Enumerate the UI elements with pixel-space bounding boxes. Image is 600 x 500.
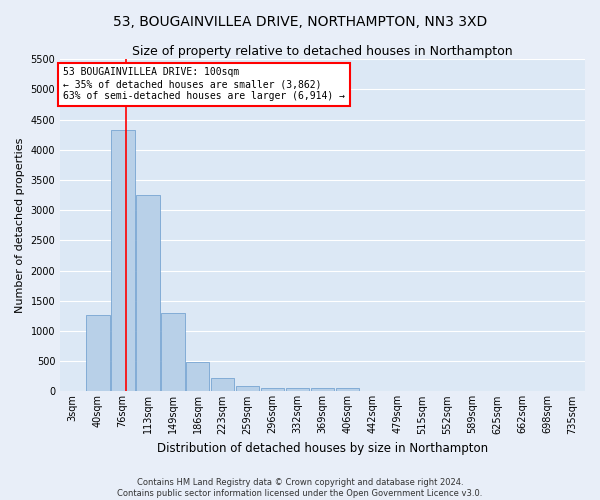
Bar <box>286 388 310 392</box>
Bar <box>336 388 359 392</box>
Bar <box>111 130 134 392</box>
Bar <box>211 378 235 392</box>
Bar <box>136 195 160 392</box>
Bar <box>261 388 284 392</box>
Text: Contains HM Land Registry data © Crown copyright and database right 2024.
Contai: Contains HM Land Registry data © Crown c… <box>118 478 482 498</box>
Bar <box>186 362 209 392</box>
Text: 53, BOUGAINVILLEA DRIVE, NORTHAMPTON, NN3 3XD: 53, BOUGAINVILLEA DRIVE, NORTHAMPTON, NN… <box>113 15 487 29</box>
Bar <box>86 314 110 392</box>
Text: 53 BOUGAINVILLEA DRIVE: 100sqm
← 35% of detached houses are smaller (3,862)
63% : 53 BOUGAINVILLEA DRIVE: 100sqm ← 35% of … <box>63 68 345 100</box>
Y-axis label: Number of detached properties: Number of detached properties <box>15 138 25 313</box>
X-axis label: Distribution of detached houses by size in Northampton: Distribution of detached houses by size … <box>157 442 488 455</box>
Bar <box>161 314 185 392</box>
Bar <box>311 388 334 392</box>
Bar <box>236 386 259 392</box>
Title: Size of property relative to detached houses in Northampton: Size of property relative to detached ho… <box>132 45 513 58</box>
